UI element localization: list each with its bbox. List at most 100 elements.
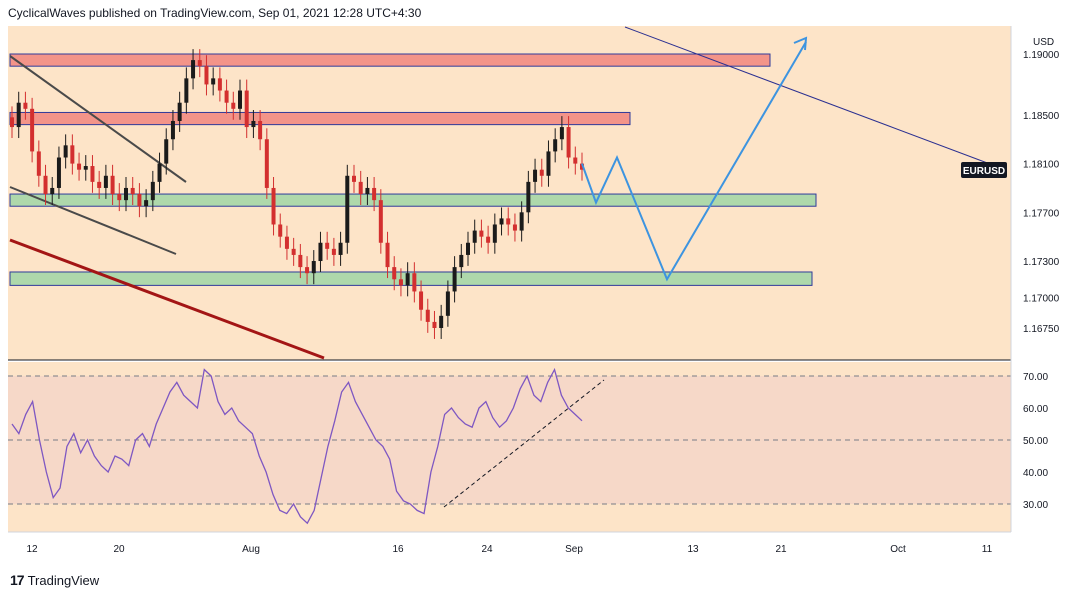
- candle-body: [559, 127, 564, 140]
- candle-body: [157, 163, 162, 182]
- candle-body: [97, 181, 102, 188]
- candle-body: [170, 120, 175, 140]
- support-zone[interactable]: [9, 193, 817, 207]
- candle-body: [197, 60, 202, 67]
- candle-body: [291, 248, 296, 255]
- candle-body: [10, 117, 14, 128]
- rsi-band-background: [8, 376, 1011, 504]
- projected-path[interactable]: [581, 41, 807, 282]
- candle-body: [264, 139, 269, 188]
- candle-body: [499, 218, 504, 225]
- candle-body: [177, 102, 182, 121]
- candle-body: [419, 291, 424, 310]
- rsi-tick-label: 60.00: [1023, 404, 1048, 415]
- time-tick-label: 21: [775, 544, 787, 555]
- candle-body: [63, 145, 68, 158]
- candle-body: [251, 120, 256, 128]
- symbol-tag-box: [961, 162, 1007, 178]
- candle-body: [217, 78, 222, 91]
- candle-body: [284, 236, 289, 249]
- candle-body: [385, 242, 390, 268]
- candle-body: [204, 66, 209, 85]
- resistance-zone[interactable]: [9, 53, 771, 67]
- time-tick-label: Sep: [565, 544, 583, 555]
- candle-body: [238, 90, 242, 109]
- publish-header: CyclicalWaves published on TradingView.c…: [8, 6, 421, 20]
- candle-body: [103, 175, 108, 188]
- candle-body: [70, 145, 75, 164]
- tradingview-logo-icon: 17: [10, 572, 25, 588]
- candle-body: [459, 254, 464, 268]
- candle-body: [43, 175, 48, 195]
- rsi-trend-line[interactable]: [443, 379, 605, 508]
- rsi-tick-label: 70.00: [1023, 372, 1048, 383]
- rsi-tick-label: 30.00: [1023, 500, 1048, 511]
- candle-body: [117, 194, 122, 201]
- candle-body: [405, 273, 410, 286]
- time-tick-label: 12: [26, 544, 38, 555]
- tradingview-footer[interactable]: 17 TradingView: [10, 572, 99, 588]
- support-zone[interactable]: [9, 271, 813, 286]
- symbol-tag-text: EURUSD: [963, 166, 1005, 177]
- candle-body: [338, 242, 343, 255]
- candle-body: [271, 187, 276, 225]
- price-tick-label: 1.18500: [1023, 111, 1060, 122]
- descending-resistance-line[interactable]: [624, 26, 1007, 171]
- candle-body: [258, 120, 263, 140]
- time-tick-label: 20: [113, 544, 125, 555]
- currency-label: USD: [1033, 37, 1054, 48]
- price-tick-label: 1.17300: [1023, 257, 1060, 268]
- price-tick-label: 1.17700: [1023, 208, 1060, 219]
- candle-body: [580, 163, 584, 170]
- candle-body: [412, 273, 417, 292]
- candle-body: [466, 242, 470, 255]
- candle-body: [23, 102, 28, 109]
- candle-body: [553, 139, 558, 152]
- candle-body: [36, 151, 41, 176]
- candle-body: [311, 261, 316, 274]
- candle-body: [398, 279, 403, 286]
- candle-body: [50, 187, 55, 195]
- candle-body: [472, 230, 477, 243]
- candle-body: [150, 181, 155, 201]
- candle-body: [573, 157, 578, 164]
- candle-body: [90, 166, 95, 182]
- candle-body: [211, 78, 216, 85]
- candle-body: [358, 181, 363, 195]
- channel-lower-line[interactable]: [9, 186, 177, 255]
- rsi-tick-label: 50.00: [1023, 436, 1048, 447]
- candle-body: [445, 291, 450, 316]
- candle-body: [331, 248, 336, 255]
- time-tick-label: 16: [392, 544, 404, 555]
- rsi-pane-background: [8, 362, 1011, 532]
- candle-body: [244, 90, 249, 128]
- candle-body: [539, 169, 544, 176]
- price-pane-background: [8, 26, 1011, 360]
- candle-body: [164, 139, 169, 164]
- candle-body: [486, 236, 491, 243]
- candle-body: [278, 224, 283, 237]
- candle-body: [318, 242, 323, 262]
- time-tick-label: 24: [481, 544, 493, 555]
- candle-body: [452, 267, 457, 292]
- candle-body: [546, 151, 551, 176]
- rsi-line[interactable]: [11, 367, 583, 525]
- projection-arrow-icon: [793, 36, 808, 51]
- candle-body: [325, 242, 330, 249]
- candle-body: [378, 200, 383, 243]
- time-tick-label: 13: [687, 544, 699, 555]
- candle-body: [77, 163, 82, 170]
- long-term-trend-line[interactable]: [9, 238, 325, 360]
- candle-body: [365, 187, 370, 195]
- candle-body: [533, 169, 538, 182]
- candle-body: [191, 60, 196, 79]
- price-tick-label: 1.17000: [1023, 294, 1060, 305]
- candle-body: [130, 187, 135, 195]
- candle-body: [137, 194, 142, 207]
- time-tick-label: Oct: [890, 544, 906, 555]
- candle-body: [392, 267, 397, 280]
- candle-body: [83, 166, 88, 170]
- candle-body: [432, 321, 437, 328]
- channel-upper-line[interactable]: [9, 55, 187, 183]
